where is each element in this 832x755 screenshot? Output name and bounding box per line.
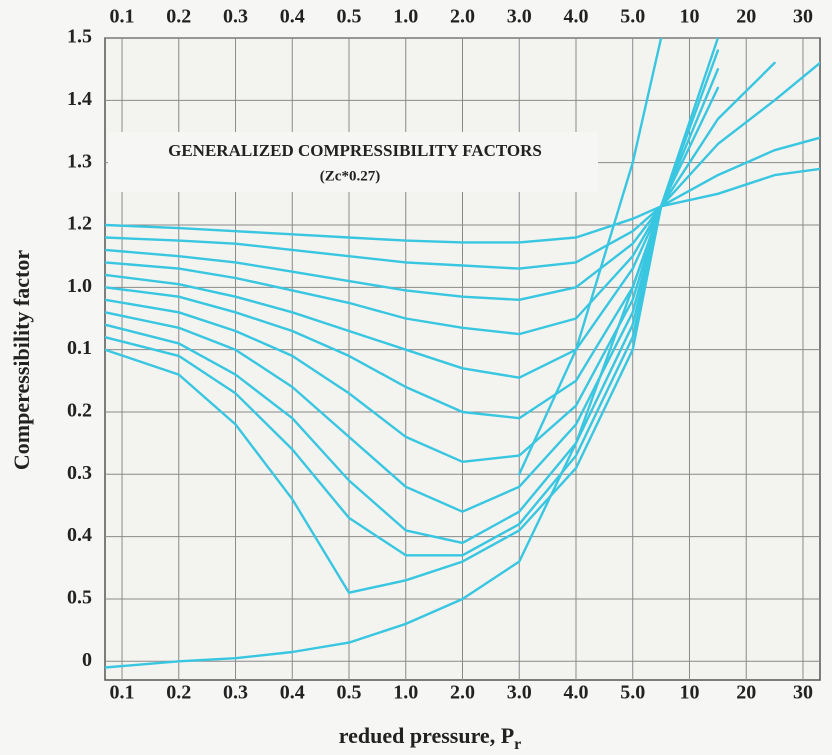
curve <box>105 61 820 301</box>
curve <box>105 205 663 513</box>
chart-subtitle: (Zc*0.27) <box>320 168 380 184</box>
x-tick-label-top: 20 <box>736 6 756 28</box>
y-tick-label: 0.5 <box>67 587 92 609</box>
curve <box>105 205 663 557</box>
y-tick-label: 0.3 <box>67 462 92 484</box>
y-tick-label: 1.4 <box>67 88 92 110</box>
x-axis-label: redued pressure, Pr <box>339 723 522 753</box>
x-tick-label-top: 2.0 <box>450 6 475 28</box>
curve <box>105 68 720 669</box>
y-tick-label: 1.5 <box>67 26 92 48</box>
x-tick-label-top: 0.1 <box>110 6 135 28</box>
y-tick-label: 0.2 <box>67 400 92 422</box>
x-tick-label-top: 0.3 <box>223 6 248 28</box>
curve <box>105 136 820 270</box>
x-tick-label-bottom: 0.4 <box>280 682 305 704</box>
y-tick-label: 1.3 <box>67 150 92 172</box>
title-background <box>108 132 598 192</box>
x-tick-label-top: 5.0 <box>620 6 645 28</box>
x-tick-label-bottom: 3.0 <box>507 682 532 704</box>
y-tick-label: 0.1 <box>67 337 92 359</box>
x-tick-label-top: 0.4 <box>280 6 305 28</box>
x-tick-label-bottom: 0.3 <box>223 682 248 704</box>
x-tick-label-top: 0.2 <box>166 6 191 28</box>
y-tick-label: 0.4 <box>67 524 92 546</box>
x-tick-label-bottom: 2.0 <box>450 682 475 704</box>
curves <box>105 38 820 669</box>
x-axis-label-main: redued pressure, P <box>339 723 514 748</box>
x-tick-label-top: 1.0 <box>393 6 418 28</box>
y-tick-label: 1.2 <box>67 213 92 235</box>
curve <box>105 205 663 594</box>
chart-title: GENERALIZED COMPRESSIBILITY FACTORS <box>168 141 542 160</box>
x-tick-label-bottom: 10 <box>679 682 699 704</box>
y-tick-label: 1.0 <box>67 275 92 297</box>
curve <box>105 167 820 244</box>
x-tick-label-top: 10 <box>679 6 699 28</box>
curve <box>105 205 663 545</box>
y-tick-label: 0 <box>82 649 92 671</box>
x-tick-label-bottom: 0.1 <box>110 682 135 704</box>
curve <box>105 86 720 379</box>
x-tick-label-bottom: 30 <box>793 682 813 704</box>
x-tick-label-bottom: 0.2 <box>166 682 191 704</box>
x-tick-label-bottom: 5.0 <box>620 682 645 704</box>
x-tick-label-bottom: 1.0 <box>393 682 418 704</box>
curve <box>105 38 720 463</box>
x-tick-label-top: 30 <box>793 6 813 28</box>
x-tick-label-top: 3.0 <box>507 6 532 28</box>
x-tick-label-bottom: 4.0 <box>563 682 588 704</box>
x-tick-label-bottom: 0.5 <box>337 682 362 704</box>
y-axis-label: Comperessibility factor <box>9 250 34 470</box>
x-axis-label-subscript: r <box>514 736 521 753</box>
x-tick-label-top: 4.0 <box>563 6 588 28</box>
x-tick-label-top: 0.5 <box>337 6 362 28</box>
curve <box>518 38 663 476</box>
x-tick-label-bottom: 20 <box>736 682 756 704</box>
